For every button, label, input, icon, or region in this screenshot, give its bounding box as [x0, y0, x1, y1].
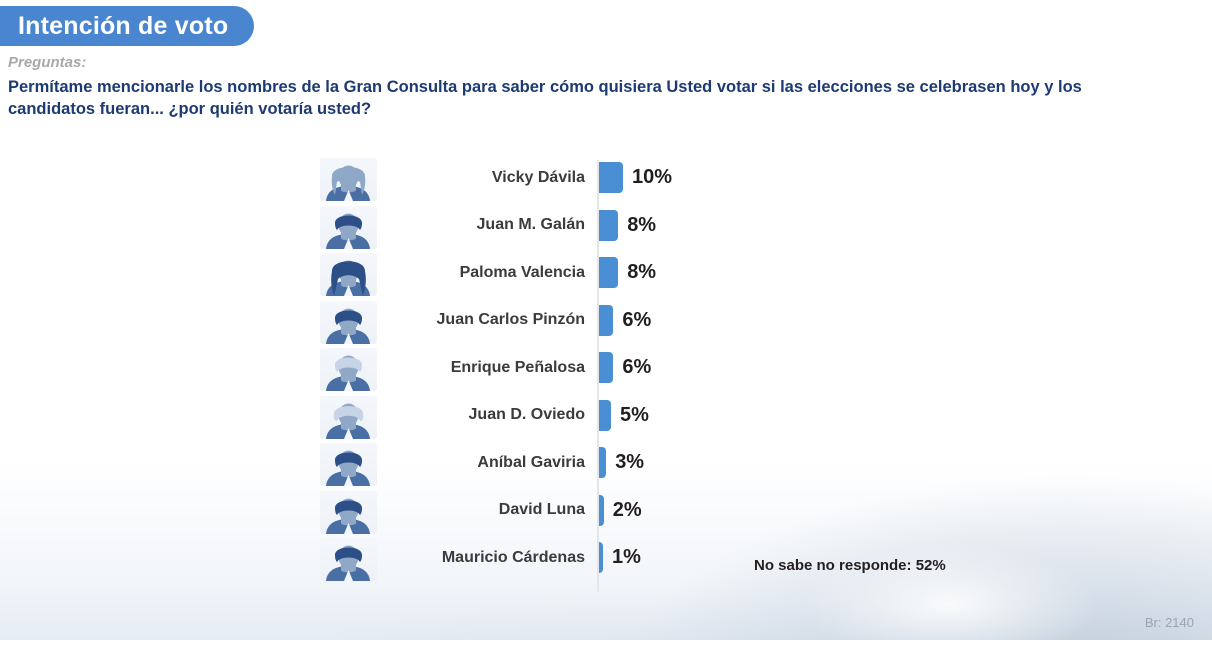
candidate-avatar — [320, 300, 377, 344]
bar — [599, 542, 603, 573]
no-answer-annotation: No sabe no responde: 52% — [754, 557, 946, 574]
candidate-avatar — [320, 253, 377, 296]
chart-row: David Luna 2% — [0, 489, 1212, 537]
candidate-name: Aníbal Gaviria — [477, 453, 585, 471]
bar-track — [599, 536, 603, 579]
bar-value-label: 6% — [622, 308, 652, 331]
bar-track — [599, 299, 614, 342]
question-block: Preguntas: Permítame mencionarle los nom… — [8, 54, 1198, 120]
candidate-avatar — [320, 348, 377, 391]
candidate-avatar — [320, 395, 377, 439]
bar — [599, 352, 614, 383]
candidate-name: Juan D. Oviedo — [468, 406, 585, 423]
chart-row: Juan Carlos Pinzón 6% — [0, 299, 1212, 347]
bar — [599, 494, 604, 526]
bar — [599, 209, 619, 241]
bar-value-label: 10% — [632, 166, 673, 188]
bar-track — [599, 204, 619, 247]
bar — [599, 162, 623, 193]
candidate-avatar — [320, 205, 377, 249]
chart-row: Aníbal Gaviria 3% — [0, 441, 1212, 489]
questions-label: Preguntas: — [8, 54, 87, 71]
chart-row: Mauricio Cárdenas 1% — [0, 536, 1212, 584]
chart-row: Paloma Valencia 8% — [0, 251, 1212, 299]
bar-value-label: 1% — [612, 546, 641, 568]
page-title: Intención de voto — [0, 6, 255, 46]
candidate-avatar — [320, 490, 377, 534]
candidate-avatar — [320, 443, 377, 486]
bar — [599, 304, 614, 336]
candidate-avatar — [320, 158, 377, 201]
bar-track — [599, 489, 604, 532]
candidate-name: Juan M. Galán — [476, 216, 585, 233]
chart-axis-line — [597, 160, 599, 592]
bar-value-label: 2% — [612, 498, 642, 521]
candidate-avatar — [320, 538, 377, 581]
bar — [599, 257, 619, 288]
chart-row: Juan M. Galán 8% — [0, 204, 1212, 252]
candidate-name: Mauricio Cárdenas — [441, 548, 585, 566]
bar-value-label: 6% — [622, 356, 652, 378]
bar-track — [599, 441, 607, 484]
bar-track — [599, 251, 619, 294]
bar — [599, 399, 611, 431]
bar-value-label: 5% — [620, 403, 649, 426]
candidate-name: Juan Carlos Pinzón — [436, 311, 585, 328]
bar-value-label: 8% — [627, 213, 657, 236]
bar — [599, 447, 607, 478]
chart-row: Juan D. Oviedo 5% — [0, 394, 1212, 442]
question-text: Permítame mencionarle los nombres de la … — [8, 78, 1082, 118]
chart-row: Vicky Dávila 10% — [0, 156, 1212, 204]
candidate-name: Paloma Valencia — [459, 263, 585, 281]
chart-row: Enrique Peñalosa 6% — [0, 346, 1212, 394]
candidate-name: Vicky Dávila — [491, 168, 585, 186]
bar-value-label: 3% — [615, 451, 645, 473]
candidate-name: Enrique Peñalosa — [450, 358, 585, 376]
bar-track — [599, 346, 614, 389]
bar-track — [599, 394, 611, 437]
bar-track — [599, 156, 623, 199]
bar-value-label: 8% — [627, 261, 657, 283]
candidate-name: David Luna — [498, 501, 585, 518]
base-size-footer: Br: 2140 — [1144, 615, 1194, 630]
